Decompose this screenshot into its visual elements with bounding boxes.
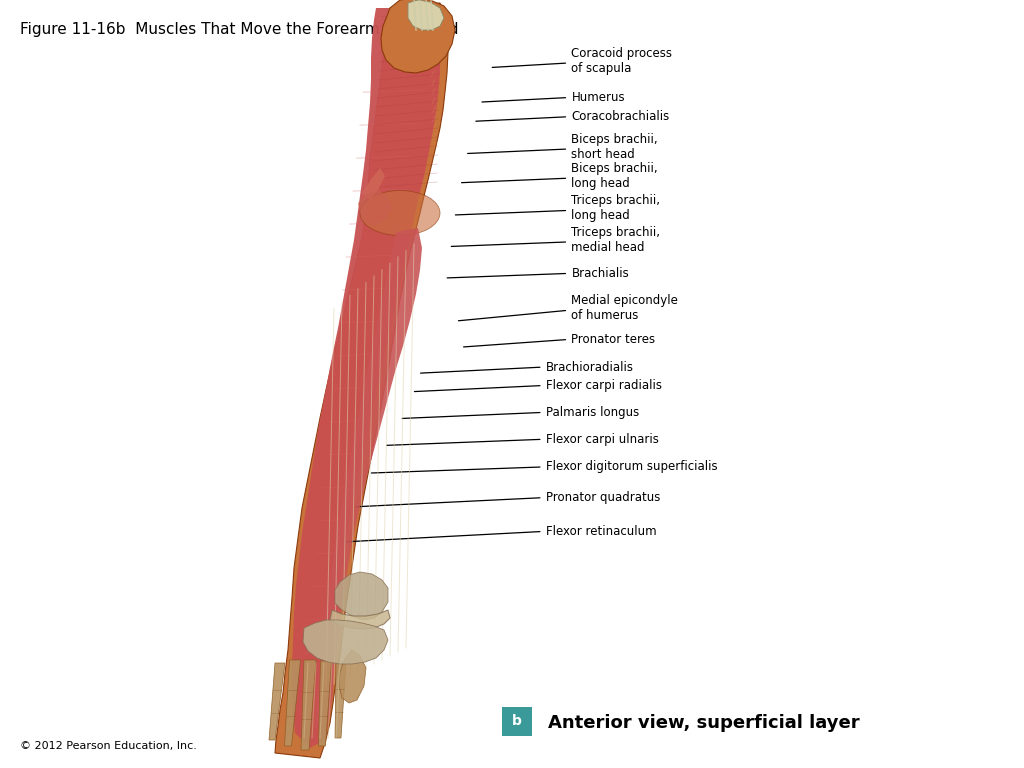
FancyBboxPatch shape [502, 707, 532, 736]
Text: Triceps brachii,
medial head: Triceps brachii, medial head [571, 226, 660, 253]
Polygon shape [362, 168, 385, 200]
Polygon shape [339, 650, 366, 703]
Polygon shape [335, 663, 346, 738]
Polygon shape [335, 572, 388, 620]
Polygon shape [408, 0, 444, 30]
Text: Biceps brachii,
long head: Biceps brachii, long head [571, 162, 658, 190]
Polygon shape [315, 228, 422, 728]
Text: Medial epicondyle
of humerus: Medial epicondyle of humerus [571, 294, 678, 322]
Text: Biceps brachii,
short head: Biceps brachii, short head [571, 133, 658, 161]
Text: Flexor carpi radialis: Flexor carpi radialis [546, 379, 662, 392]
Text: Flexor carpi ulnaris: Flexor carpi ulnaris [546, 433, 658, 445]
Text: Pronator quadratus: Pronator quadratus [546, 492, 660, 504]
Polygon shape [318, 661, 332, 746]
Polygon shape [358, 190, 392, 226]
Text: Humerus: Humerus [571, 91, 625, 104]
Polygon shape [381, 0, 455, 73]
Text: Triceps brachii,
long head: Triceps brachii, long head [571, 194, 660, 222]
Polygon shape [285, 660, 300, 746]
Polygon shape [292, 8, 440, 748]
Text: Brachioradialis: Brachioradialis [546, 361, 634, 373]
Text: Palmaris longus: Palmaris longus [546, 406, 639, 419]
Text: b: b [512, 714, 522, 728]
Text: Anterior view, superficial layer: Anterior view, superficial layer [548, 714, 859, 733]
Polygon shape [301, 660, 316, 750]
Polygon shape [303, 620, 388, 664]
Polygon shape [330, 610, 390, 629]
Text: © 2012 Pearson Education, Inc.: © 2012 Pearson Education, Inc. [20, 741, 198, 751]
Text: Pronator teres: Pronator teres [571, 333, 655, 346]
Text: Figure 11-16b  Muscles That Move the Forearm and Hand: Figure 11-16b Muscles That Move the Fore… [20, 22, 459, 37]
Ellipse shape [360, 190, 440, 236]
Polygon shape [275, 3, 449, 758]
Text: Coracoid process
of scapula: Coracoid process of scapula [571, 47, 673, 74]
Text: Flexor digitorum superficialis: Flexor digitorum superficialis [546, 461, 718, 473]
Polygon shape [269, 663, 285, 740]
Text: Coracobrachialis: Coracobrachialis [571, 111, 670, 123]
Text: Brachialis: Brachialis [571, 267, 629, 280]
Text: Flexor retinaculum: Flexor retinaculum [546, 525, 656, 538]
